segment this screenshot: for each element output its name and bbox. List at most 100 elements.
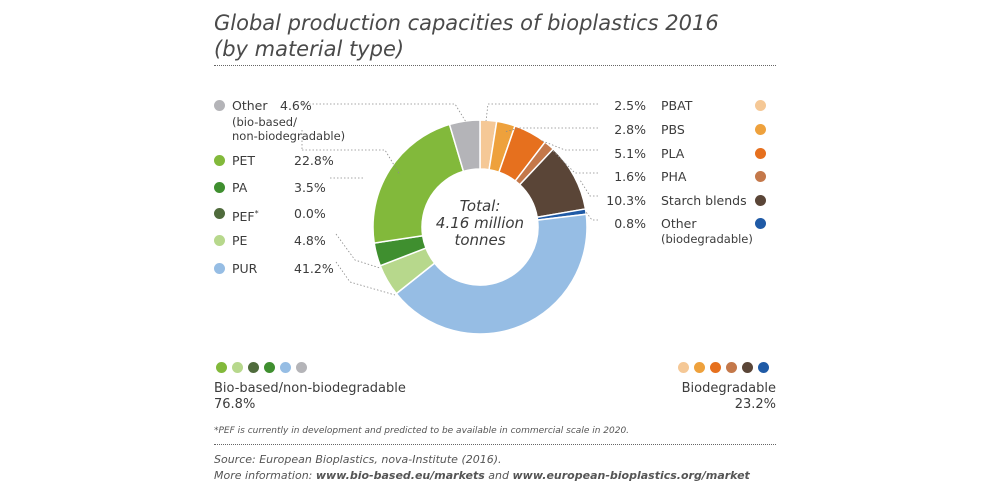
legend-swatch-icon [214, 155, 225, 166]
title-line-1: Global production capacities of bioplast… [214, 11, 719, 35]
legend-left-pe: PE 4.8% [214, 233, 364, 249]
legend-pct: 0.0% [294, 206, 326, 221]
top-divider [214, 65, 776, 66]
legend-pct: 4.8% [294, 233, 326, 248]
leader-line [335, 261, 396, 296]
legend-pct: 41.2% [294, 261, 334, 276]
leader-line [551, 149, 598, 174]
legend-label: PEF* [232, 206, 259, 225]
group-swatch-icon [264, 362, 275, 373]
legend-left-pa: PA 3.5% [214, 180, 364, 196]
legend-label: PBS [661, 122, 685, 137]
donut-slice-pur [395, 213, 588, 335]
legend-pct: 10.3% [606, 193, 646, 208]
donut-slice-other-11 [448, 119, 481, 173]
group-left-pct: 76.8% [214, 397, 256, 412]
group-swatch-icon [280, 362, 291, 373]
legend-right-starch: 10.3% Starch blends [600, 193, 780, 209]
group-swatch-icon [742, 362, 753, 373]
center-line-2: 4.16 million [435, 214, 525, 232]
legend-swatch-icon [214, 208, 225, 219]
footnote: *PEF is currently in development and pre… [214, 426, 630, 436]
legend-label: PET [232, 153, 256, 168]
legend-label-text: PEF [232, 209, 255, 225]
legend-swatch-icon [755, 195, 766, 206]
group-swatch-icon [726, 362, 737, 373]
center-line-1: Total: [459, 197, 501, 215]
source-line-2: More information: www.bio-based.eu/marke… [214, 468, 750, 484]
leader-line [503, 127, 598, 133]
legend-label: PUR [232, 261, 258, 276]
group-left-swatches [216, 358, 312, 373]
group-right-pct: 23.2% [734, 397, 776, 412]
group-swatch-icon [216, 362, 227, 373]
legend-label: PHA [661, 169, 687, 184]
group-swatch-icon [248, 362, 259, 373]
legend-pct: 4.6% [280, 98, 312, 113]
group-right-swatches [678, 358, 774, 373]
group-swatch-icon [758, 362, 769, 373]
leader-line [335, 233, 381, 269]
legend-pct: 3.5% [294, 180, 326, 195]
legend-label: Starch blends [661, 193, 747, 208]
source-prefix: More information: [214, 469, 316, 482]
title-line-2: (by material type) [214, 37, 405, 61]
legend-pct: 0.8% [614, 216, 646, 231]
legend-label: Other [232, 98, 268, 113]
source-line-1: Source: European Bioplastics, nova-Insti… [214, 453, 502, 466]
legend-swatch-icon [755, 100, 766, 111]
legend-right-pbs: 2.8% PBS [600, 122, 780, 138]
legend-left-pet: PET 22.8% [214, 153, 364, 169]
legend-left-pur: PUR 41.2% [214, 261, 364, 277]
legend-label: PLA [661, 146, 685, 161]
legend-swatch-icon [755, 124, 766, 135]
legend-left-pef: PEF* 0.0% [214, 206, 364, 225]
legend-swatch-icon [214, 235, 225, 246]
source-link-european-bioplastics[interactable]: www.european-bioplastics.org/market [512, 469, 750, 482]
legend-swatch-icon [755, 218, 766, 229]
chart-title: Global production capacities of bioplast… [214, 10, 719, 62]
group-swatch-icon [710, 362, 721, 373]
leader-line [485, 103, 598, 122]
bottom-divider [214, 444, 776, 445]
group-swatch-icon [296, 362, 307, 373]
source-and: and [484, 469, 513, 482]
legend-label: PBAT [661, 98, 693, 113]
source-link-bio-based[interactable]: www.bio-based.eu/markets [315, 469, 485, 482]
center-line-3: tonnes [454, 231, 506, 249]
legend-left-other: Other 4.6% [214, 98, 364, 114]
legend-sublabel: (biodegradable) [661, 232, 753, 246]
legend-pct: 22.8% [294, 153, 334, 168]
leader-line [302, 149, 401, 176]
legend-sublabel: (bio-based/ [232, 115, 297, 129]
legend-label: PE [232, 233, 248, 248]
legend-pct: 2.8% [614, 122, 646, 137]
legend-label: PA [232, 180, 248, 195]
legend-swatch-icon [214, 182, 225, 193]
leader-line [539, 139, 598, 151]
legend-right-pha: 1.6% PHA [600, 169, 780, 185]
legend-label: Other [661, 216, 697, 231]
group-swatch-icon [232, 362, 243, 373]
legend-swatch-icon [755, 148, 766, 159]
group-left-label: Bio-based/non-biodegradable [214, 381, 406, 396]
group-right-label: Biodegradable [681, 381, 776, 396]
legend-swatch-icon [214, 100, 225, 111]
legend-right-pbat: 2.5% PBAT [600, 98, 780, 114]
legend-label-sup: * [254, 209, 259, 218]
legend-pct: 1.6% [614, 169, 646, 184]
legend-right-other: 0.8% Other [600, 216, 780, 232]
center-total-label: Total: 4.16 million tonnes [410, 198, 550, 249]
source-block: Source: European Bioplastics, nova-Insti… [214, 452, 750, 484]
group-swatch-icon [694, 362, 705, 373]
leader-line [579, 179, 598, 197]
legend-pct: 2.5% [614, 98, 646, 113]
legend-swatch-icon [214, 263, 225, 274]
legend-swatch-icon [755, 171, 766, 182]
legend-pct: 5.1% [614, 146, 646, 161]
group-swatch-icon [678, 362, 689, 373]
legend-right-pla: 5.1% PLA [600, 146, 780, 162]
legend-sublabel: non-biodegradable) [232, 129, 346, 143]
leader-line [585, 211, 598, 221]
